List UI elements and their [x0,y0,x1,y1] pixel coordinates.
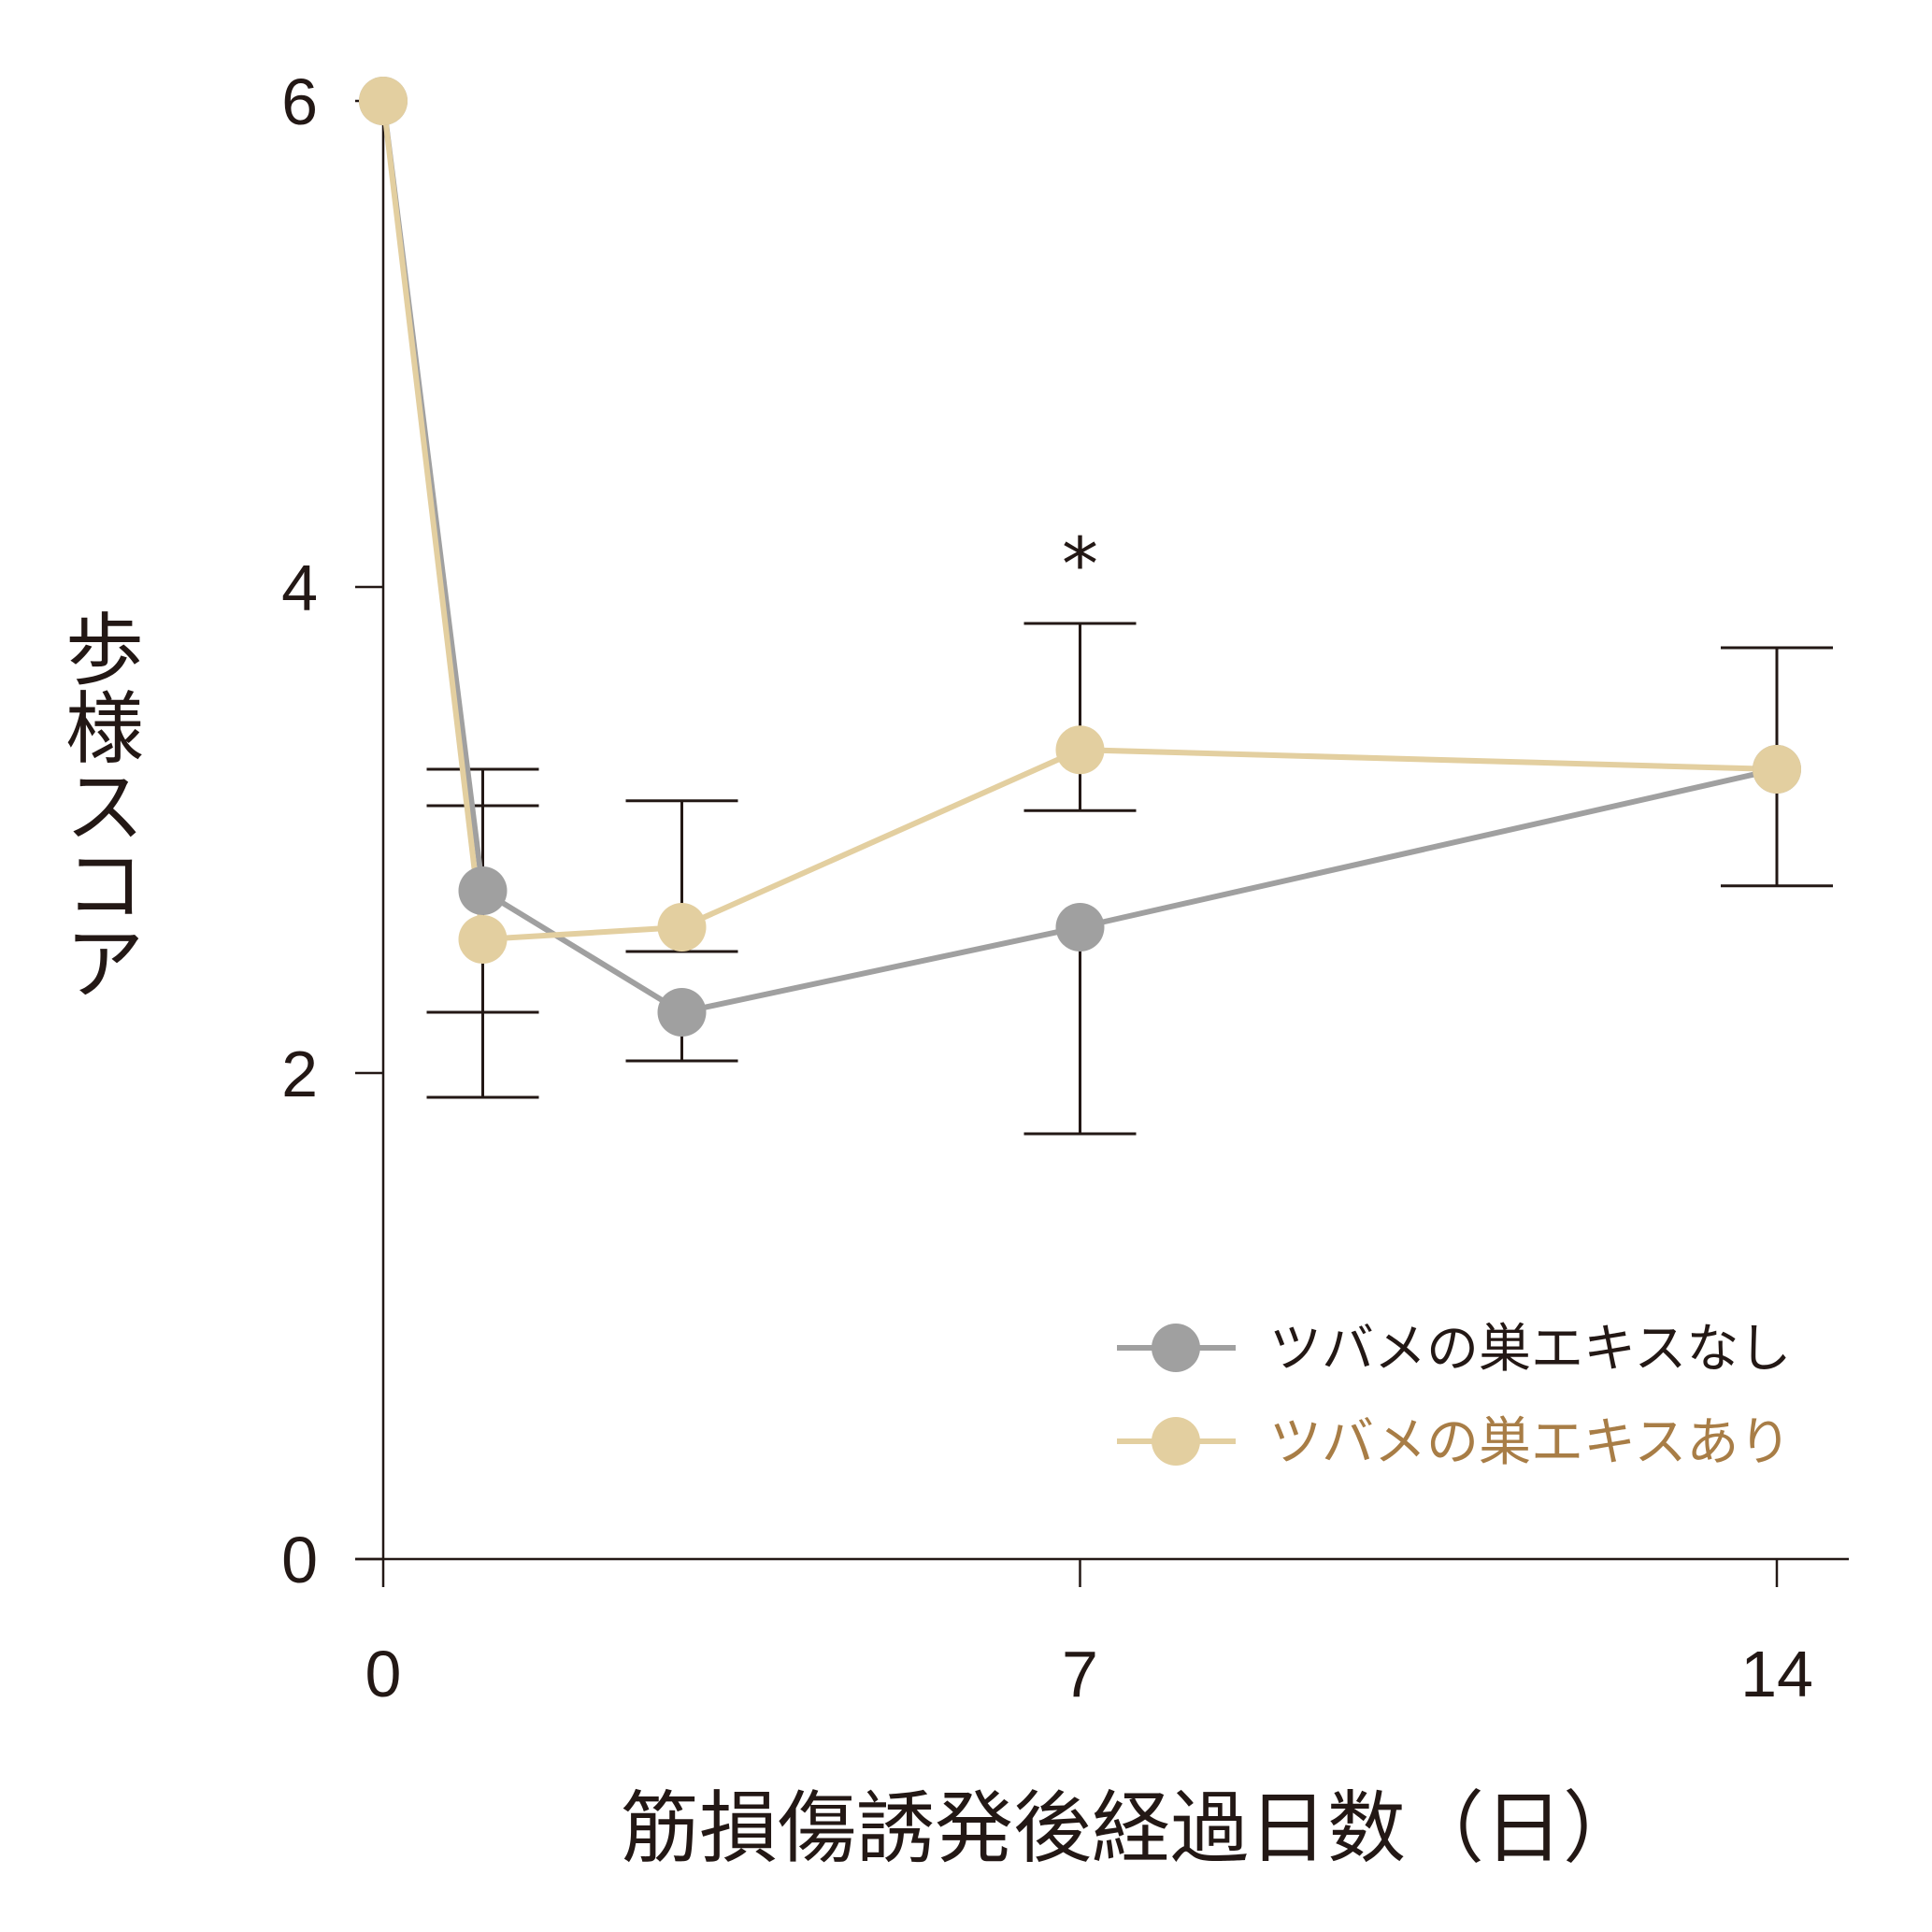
y-tick-label: 6 [281,65,318,138]
series-points [359,77,1801,1037]
legend-item-without-extract: ツバメの巣エキスなし [1117,1319,1791,1380]
series-line-1 [380,100,1778,943]
x-ticks: 0 7 14 [365,1559,1813,1710]
legend: ツバメの巣エキスなし ツバメの巣エキスあり [1117,1319,1791,1473]
legend-item-with-extract: ツバメの巣エキスあり [1117,1412,1791,1473]
legend-label-with-extract: ツバメの巣エキスあり [1269,1412,1791,1473]
x-tick-label: 7 [1062,1638,1098,1710]
legend-marker-with-extract [1152,1417,1200,1466]
data-point-series-1 [657,903,707,952]
data-point-series-0 [657,988,707,1037]
data-point-series-0 [458,866,508,915]
y-axis-title: 歩様スコア [65,605,144,1010]
y-tick-label: 2 [281,1038,318,1110]
annotations: * [1062,523,1098,608]
y-tick-label: 0 [281,1524,318,1596]
error-bars [426,622,1833,1136]
data-point-series-1 [1753,745,1801,794]
data-point-series-0 [1055,903,1105,952]
axes [355,93,1849,1561]
data-point-series-1 [458,915,508,964]
x-tick-label: 0 [365,1638,402,1710]
x-tick-label: 14 [1740,1638,1813,1710]
legend-label-without-extract: ツバメの巣エキスなし [1269,1319,1791,1380]
data-point-series-1 [359,77,408,125]
significance-asterisk: * [1062,523,1098,608]
legend-marker-without-extract [1152,1324,1200,1372]
y-ticks: 0 2 4 6 [281,65,383,1596]
data-point-series-1 [1055,725,1105,775]
x-axis-title: 筋損傷誘発後経過日数（日） [621,1782,1641,1874]
y-tick-label: 4 [281,551,318,624]
